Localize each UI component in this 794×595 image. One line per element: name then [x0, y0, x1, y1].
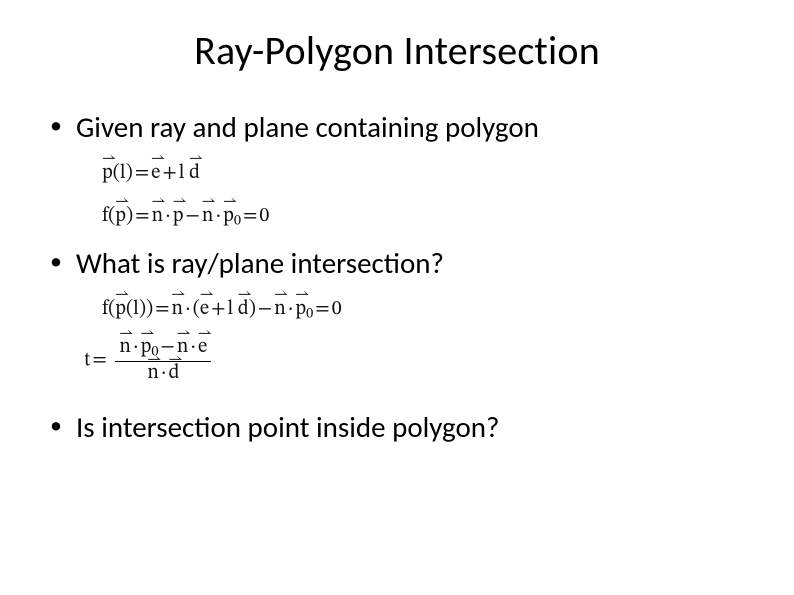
formula-block-ray: ⇀p(l)=⇀e+l ⇀d f(⇀p)=⇀n·⇀p−⇀n·⇀p0=0: [40, 161, 754, 231]
bullet-item-1: Given ray and plane containing polygon: [40, 109, 754, 145]
bullet-text: Is intersection point inside polygon?: [76, 409, 499, 445]
bullet-item-2: What is ray/plane intersection?: [40, 245, 754, 281]
formula-substitution: f(⇀p(l))=⇀n·(⇀e+l ⇀d)−⇀n·⇀p0=0: [102, 297, 754, 324]
formula-ray-param: ⇀p(l)=⇀e+l ⇀d: [102, 161, 754, 186]
bullet-list: Given ray and plane containing polygon ⇀…: [40, 109, 754, 445]
bullet-item-3: Is intersection point inside polygon?: [40, 409, 754, 445]
formula-block-subst: f(⇀p(l))=⇀n·(⇀e+l ⇀d)−⇀n·⇀p0=0 t= ⇀n·⇀p0…: [40, 297, 754, 385]
slide-title: Ray-Polygon Intersection: [40, 26, 754, 75]
bullet-text: Given ray and plane containing polygon: [76, 109, 539, 145]
formula-t: t= ⇀n·⇀p0−⇀n·⇀e ⇀n·⇀d: [84, 336, 754, 385]
formula-plane: f(⇀p)=⇀n·⇀p−⇀n·⇀p0=0: [102, 204, 754, 231]
bullet-text: What is ray/plane intersection?: [76, 245, 444, 281]
slide: Ray-Polygon Intersection Given ray and p…: [0, 0, 794, 595]
